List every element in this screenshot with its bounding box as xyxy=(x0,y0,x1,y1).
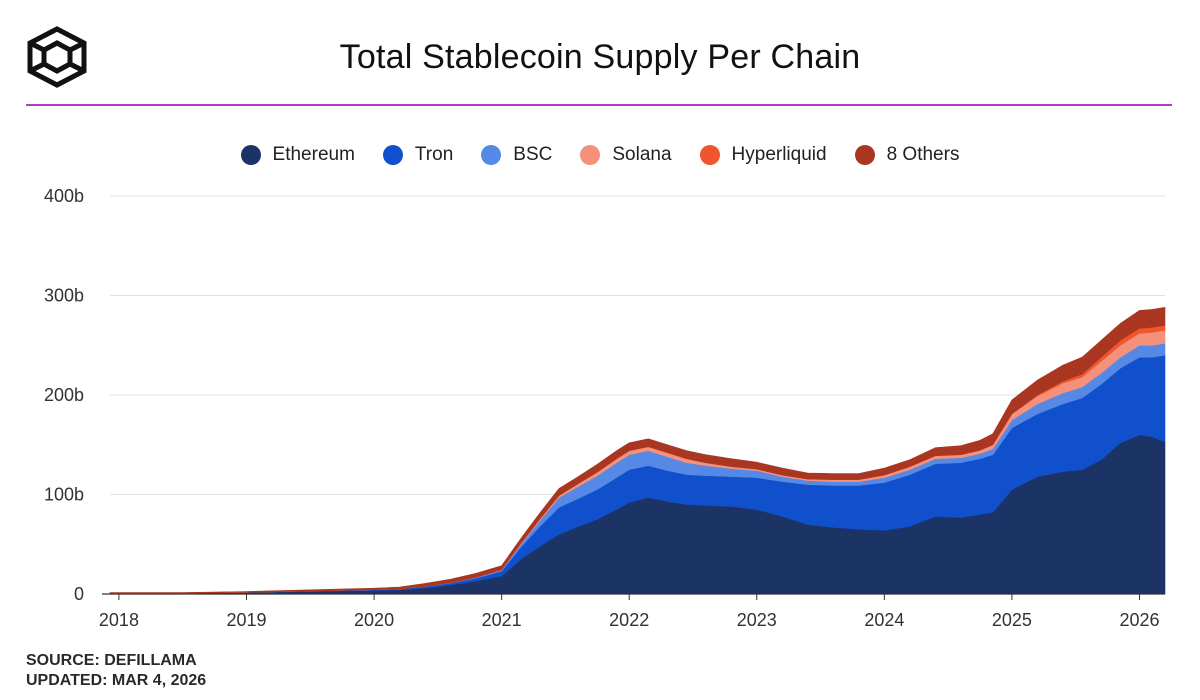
x-tick-label: 2024 xyxy=(864,610,904,630)
x-tick-label: 2018 xyxy=(99,610,139,630)
legend-item-hyperliquid[interactable]: Hyperliquid xyxy=(699,144,827,166)
legend-swatch xyxy=(854,145,875,165)
x-tick-label: 2020 xyxy=(354,610,394,630)
y-tick-label: 100b xyxy=(44,485,84,505)
y-tick-label: 300b xyxy=(44,286,84,306)
legend-label: BSC xyxy=(513,144,553,165)
legend-swatch xyxy=(580,145,601,165)
area-series-8-others[interactable] xyxy=(109,307,1166,594)
x-tick-label: 2022 xyxy=(609,610,649,630)
legend-swatch xyxy=(481,145,502,165)
page-title: Total Stablecoin Supply Per Chain xyxy=(339,38,861,76)
y-tick-label: 200b xyxy=(44,385,84,405)
y-tick-label: 400b xyxy=(44,186,84,206)
updated-note: UPDATED: MAR 4, 2026 xyxy=(26,672,207,689)
x-tick-label: 2026 xyxy=(1119,610,1159,630)
x-tick-label: 2019 xyxy=(226,610,266,630)
legend-item-bsc[interactable]: BSC xyxy=(481,144,552,166)
legend-label: Ethereum xyxy=(272,144,355,165)
chart-legend: Ethereum Tron BSC Solana Hyperliquid 8 Others xyxy=(0,142,1200,168)
accent-divider xyxy=(26,104,1172,106)
x-tick-label: 2023 xyxy=(737,610,777,630)
legend-label: 8 Others xyxy=(886,144,960,165)
legend-item-8-others[interactable]: 8 Others xyxy=(854,144,960,166)
legend-swatch xyxy=(382,145,403,165)
legend-swatch xyxy=(240,145,261,165)
legend-label: Tron xyxy=(414,144,454,165)
source-note: SOURCE: DEFILLAMA xyxy=(26,652,197,669)
legend-item-tron[interactable]: Tron xyxy=(382,144,454,166)
legend-item-solana[interactable]: Solana xyxy=(580,144,672,166)
y-tick-label: 0 xyxy=(74,584,84,604)
cube-logo-icon xyxy=(27,26,87,88)
x-tick-label: 2025 xyxy=(992,610,1032,630)
legend-item-ethereum[interactable]: Ethereum xyxy=(240,144,355,166)
legend-label: Hyperliquid xyxy=(731,144,827,165)
legend-label: Solana xyxy=(612,144,672,165)
x-tick-label: 2021 xyxy=(482,610,522,630)
legend-swatch xyxy=(699,145,720,165)
